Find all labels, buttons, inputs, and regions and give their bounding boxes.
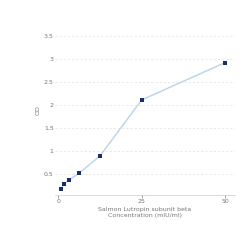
Point: [59, 188, 63, 192]
Point: [98, 154, 102, 158]
X-axis label: Salmon Lutropin subunit beta
Concentration (mIU/ml): Salmon Lutropin subunit beta Concentrati…: [98, 207, 192, 218]
Point: [77, 171, 81, 175]
Point: [223, 61, 227, 65]
Y-axis label: OD: OD: [36, 105, 41, 115]
Point: [140, 98, 144, 102]
Point: [62, 182, 66, 186]
Point: [67, 178, 71, 182]
